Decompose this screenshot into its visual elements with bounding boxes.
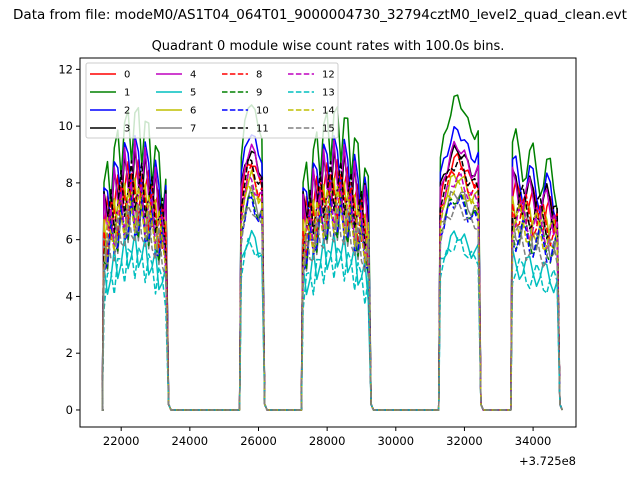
series-line-15 bbox=[101, 198, 563, 411]
legend-label-5: 5 bbox=[190, 88, 196, 99]
x-tick-label: 28000 bbox=[309, 434, 346, 448]
legend-label-8: 8 bbox=[256, 70, 262, 81]
y-tick-label: 0 bbox=[66, 403, 73, 417]
legend-label-10: 10 bbox=[256, 106, 269, 117]
legend-box bbox=[85, 62, 339, 139]
legend-label-14: 14 bbox=[322, 106, 335, 117]
series-line-13 bbox=[101, 237, 563, 411]
axes-frame bbox=[79, 57, 577, 428]
figure-suptitle: Data from file: modeM0/AS1T04_064T01_900… bbox=[13, 7, 627, 23]
legend-label-0: 0 bbox=[124, 70, 130, 81]
legend-label-11: 11 bbox=[256, 124, 269, 135]
y-tick-label: 4 bbox=[66, 289, 73, 303]
legend-label-9: 9 bbox=[256, 88, 262, 99]
y-tick-label: 8 bbox=[66, 176, 73, 190]
legend-label-4: 4 bbox=[190, 70, 196, 81]
legend-label-13: 13 bbox=[322, 88, 335, 99]
x-tick-label: 30000 bbox=[377, 434, 414, 448]
y-tick-label: 12 bbox=[58, 62, 73, 76]
chart-title: Quadrant 0 module wise count rates with … bbox=[152, 39, 505, 54]
series-line-11 bbox=[101, 156, 563, 411]
legend-label-2: 2 bbox=[124, 106, 130, 117]
x-tick-label: 34000 bbox=[515, 434, 552, 448]
y-tick-label: 6 bbox=[66, 233, 73, 247]
y-axis: 0 2 4 6 8 10 12 bbox=[58, 62, 80, 417]
x-tick-label: 22000 bbox=[103, 434, 140, 448]
x-tick-label: 24000 bbox=[172, 434, 209, 448]
legend-label-15: 15 bbox=[322, 124, 335, 135]
legend-label-6: 6 bbox=[190, 106, 196, 117]
legend-label-3: 3 bbox=[124, 124, 130, 135]
legend-label-7: 7 bbox=[190, 124, 196, 135]
y-tick-label: 2 bbox=[66, 346, 73, 360]
x-axis: 22000 24000 26000 28000 30000 32000 34000 bbox=[103, 427, 551, 448]
x-tick-label: 26000 bbox=[240, 434, 277, 448]
legend-label-1: 1 bbox=[124, 88, 130, 99]
legend-label-12: 12 bbox=[322, 70, 335, 81]
y-tick-label: 10 bbox=[58, 119, 73, 133]
x-offset-label: +3.725e8 bbox=[519, 454, 576, 468]
x-tick-label: 32000 bbox=[446, 434, 483, 448]
